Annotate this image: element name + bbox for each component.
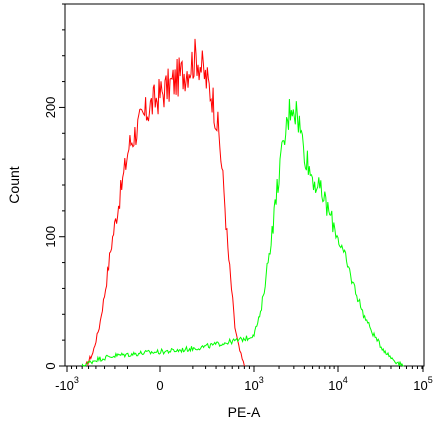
x-tick-label: 103 — [244, 375, 263, 393]
green-histogram-series — [81, 98, 404, 367]
red-histogram-series — [85, 38, 245, 367]
plot-area-frame — [64, 3, 425, 367]
y-axis-ticks: 0 100 200 — [43, 3, 65, 370]
y-tick-label: 200 — [43, 97, 58, 119]
series-layer — [81, 38, 404, 367]
x-tick-label: 104 — [328, 375, 347, 393]
y-tick-label: 0 — [43, 362, 58, 369]
y-tick-label: 100 — [43, 226, 58, 248]
x-tick-label: -103 — [55, 375, 79, 393]
x-axis-ticks: -103 0 103 104 105 — [55, 366, 433, 393]
y-axis-title: Count — [6, 166, 22, 203]
x-tick-label: 105 — [413, 375, 432, 393]
x-tick-label: 0 — [156, 378, 163, 393]
x-axis-title: PE-A — [228, 404, 261, 420]
